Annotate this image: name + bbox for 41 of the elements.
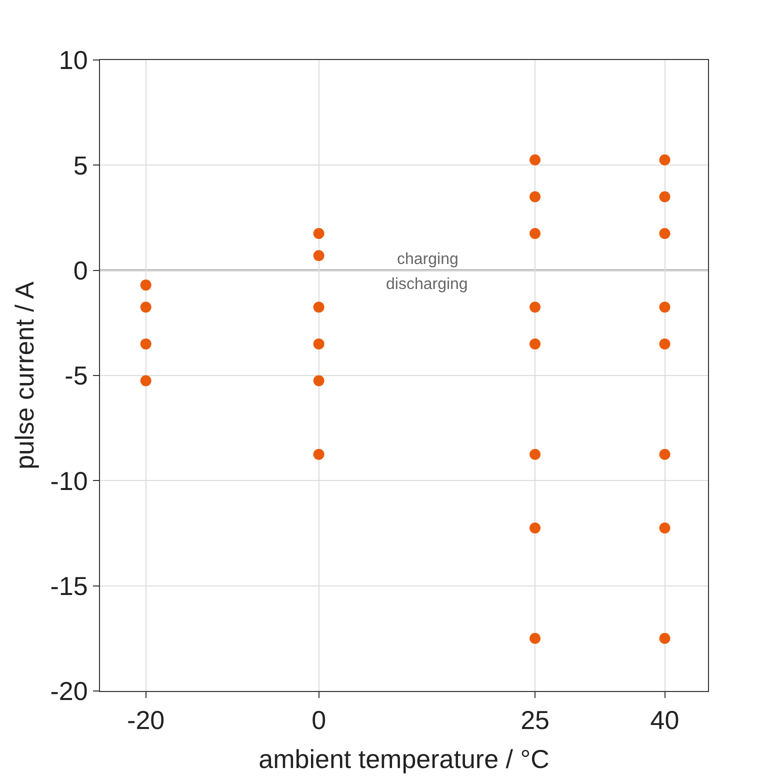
point [530, 154, 541, 166]
point [313, 375, 324, 386]
point [140, 338, 152, 350]
annotation: charging [397, 251, 458, 268]
point [313, 228, 324, 240]
y-tick-label: 5 [73, 150, 88, 180]
point [313, 250, 324, 262]
point [530, 228, 541, 240]
point [659, 154, 670, 166]
point [140, 302, 152, 313]
point [659, 228, 670, 240]
point [659, 302, 670, 313]
point [530, 632, 541, 644]
point [140, 375, 152, 386]
y-tick-label: -20 [50, 676, 88, 706]
annotation: discharging [386, 276, 468, 293]
y-tick-label: 0 [73, 255, 88, 286]
point [530, 338, 541, 350]
point [659, 191, 670, 202]
point [140, 280, 152, 291]
x-tick-label: 0 [312, 705, 326, 736]
point [659, 448, 670, 460]
x-tick-label: 40 [650, 705, 680, 736]
point [530, 191, 541, 202]
x-tick-label: -20 [127, 705, 165, 736]
point [659, 338, 670, 350]
x-axis-title: ambient temperature / °C [258, 744, 550, 774]
y-tick-label: -5 [64, 360, 88, 391]
point [530, 302, 541, 313]
point [530, 522, 541, 534]
point [530, 448, 541, 460]
y-tick-label: 10 [58, 45, 88, 76]
point [659, 632, 670, 644]
point [313, 448, 324, 460]
point [313, 302, 324, 313]
y-tick-label: -10 [50, 466, 88, 496]
point [659, 522, 670, 534]
point [313, 338, 324, 350]
y-tick-label: -15 [50, 570, 88, 601]
x-tick-label: 25 [520, 705, 550, 736]
y-axis-title: pulse current / A [10, 280, 40, 470]
